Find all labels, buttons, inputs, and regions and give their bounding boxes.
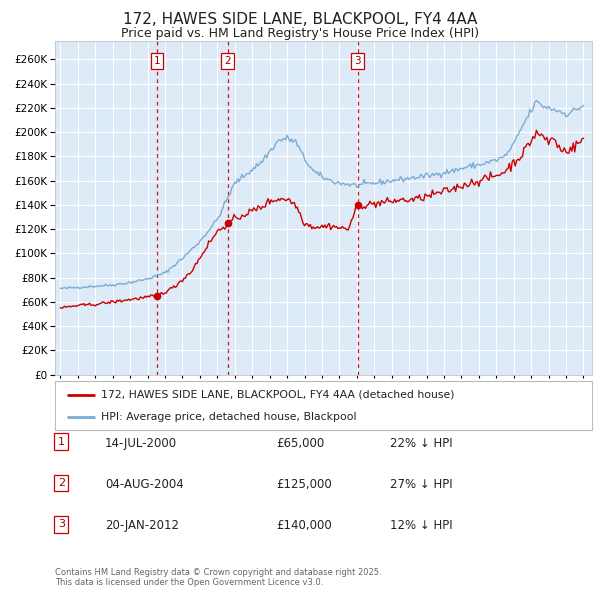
Text: 22% ↓ HPI: 22% ↓ HPI (390, 437, 452, 450)
Text: 27% ↓ HPI: 27% ↓ HPI (390, 478, 452, 491)
Text: £125,000: £125,000 (276, 478, 332, 491)
FancyBboxPatch shape (55, 381, 592, 430)
Text: 12% ↓ HPI: 12% ↓ HPI (390, 519, 452, 532)
Text: 3: 3 (355, 56, 361, 66)
Text: 172, HAWES SIDE LANE, BLACKPOOL, FY4 4AA: 172, HAWES SIDE LANE, BLACKPOOL, FY4 4AA (123, 12, 477, 27)
Text: 3: 3 (58, 519, 65, 529)
Text: 14-JUL-2000: 14-JUL-2000 (105, 437, 177, 450)
Text: 20-JAN-2012: 20-JAN-2012 (105, 519, 179, 532)
Text: Contains HM Land Registry data © Crown copyright and database right 2025.
This d: Contains HM Land Registry data © Crown c… (55, 568, 382, 587)
Text: 04-AUG-2004: 04-AUG-2004 (105, 478, 184, 491)
Text: Price paid vs. HM Land Registry's House Price Index (HPI): Price paid vs. HM Land Registry's House … (121, 27, 479, 40)
Text: 2: 2 (58, 478, 65, 488)
Text: 1: 1 (58, 437, 65, 447)
Text: 1: 1 (154, 56, 160, 66)
Text: 172, HAWES SIDE LANE, BLACKPOOL, FY4 4AA (detached house): 172, HAWES SIDE LANE, BLACKPOOL, FY4 4AA… (101, 389, 454, 399)
Text: 2: 2 (224, 56, 231, 66)
Text: £140,000: £140,000 (276, 519, 332, 532)
Text: HPI: Average price, detached house, Blackpool: HPI: Average price, detached house, Blac… (101, 412, 356, 422)
Text: £65,000: £65,000 (276, 437, 324, 450)
